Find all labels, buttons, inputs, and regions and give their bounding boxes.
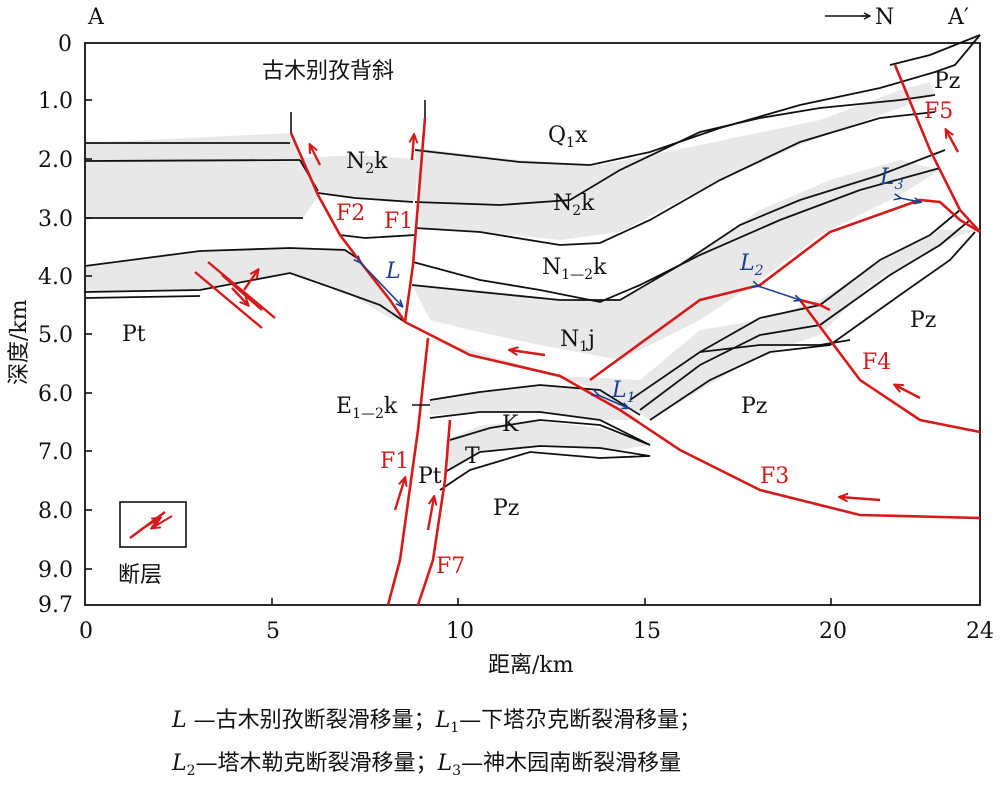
stratum-bands [85, 82, 980, 472]
fault-f3 [404, 320, 981, 520]
fault-f5 [893, 64, 981, 233]
anticline-label: 古木别孜背斜 [262, 59, 394, 84]
section-end-label: A′ [947, 5, 969, 30]
fault-f1-upper [403, 117, 427, 323]
y-tick-8: 8.0 [38, 499, 73, 524]
fault-label-f5: F5 [924, 99, 953, 124]
caption-line-1: L —古木别孜断裂滑移量；L1—下塔尕克断裂滑移量； [171, 708, 701, 736]
y-tick-2: 2.0 [38, 148, 73, 173]
fault-f4-lower [798, 299, 981, 434]
fault-label-f2: F2 [336, 201, 365, 226]
label-q1x: Q1x [548, 123, 588, 151]
fault-f7 [416, 419, 452, 606]
x-tick-3: 15 [633, 619, 661, 644]
fault-label-f7: F7 [436, 554, 465, 579]
axis-ticks [85, 99, 832, 605]
slip-label-l2: L2 [739, 251, 764, 279]
y-tick-7: 7.0 [38, 440, 73, 465]
caption-line-2: L2—塔木勒克断裂滑移量；L3—神木园南断裂滑移量 [171, 751, 681, 779]
legend-label: 断层 [118, 563, 162, 588]
fault-f1-lower [386, 337, 430, 606]
fault-f4-segment [799, 298, 831, 312]
fault-label-f1-upper: F1 [384, 209, 413, 234]
slip-measures [360, 198, 920, 408]
band-n2k-center [415, 82, 935, 240]
x-tick-5: 24 [966, 619, 994, 644]
label-pz-top-right: Pz [934, 69, 960, 94]
label-n2k-left: N2k [346, 149, 388, 177]
band-n2k-left-2 [85, 155, 418, 218]
label-pz-right: Pz [910, 308, 936, 333]
y-tick-1: 1.0 [38, 89, 73, 114]
label-pz-bottom: Pz [493, 496, 519, 521]
small-faults [194, 261, 276, 329]
fault-f4 [589, 198, 981, 382]
slip-label-l1: L1 [611, 378, 636, 406]
band-n12k-left [85, 248, 405, 322]
x-tick-2: 10 [446, 619, 474, 644]
label-pt-left: Pt [122, 322, 146, 347]
x-tick-0: 0 [79, 619, 93, 644]
label-e12k: E1—2k [336, 394, 398, 422]
north-label: N [875, 5, 894, 30]
label-n1j: N1j [560, 327, 595, 355]
label-n12k: N1—2k [542, 255, 607, 283]
anticline-axis-marks [290, 100, 430, 406]
y-tick-9: 9.0 [38, 558, 73, 583]
x-tick-4: 20 [819, 619, 847, 644]
fault-label-f4: F4 [862, 350, 891, 375]
fault-label-f1-lower: F1 [380, 449, 409, 474]
y-axis-title: 深度/km [7, 299, 32, 385]
band-n1j-deep [428, 230, 980, 420]
y-tick-0: 0 [58, 32, 72, 57]
x-tick-1: 5 [266, 619, 280, 644]
y-tick-10: 9.7 [38, 593, 73, 618]
label-pz-center: Pz [741, 394, 767, 419]
fault-label-f3: F3 [760, 464, 789, 489]
plot-frame [84, 42, 981, 606]
slip-arrows [231, 130, 960, 531]
label-pt-mid: Pt [418, 464, 442, 489]
slip-label-l3: L3 [879, 165, 904, 193]
label-t: T [465, 444, 480, 469]
band-n2k-left [85, 133, 300, 161]
label-k: K [502, 412, 519, 437]
legend [119, 501, 187, 548]
y-tick-4: 4.0 [38, 265, 73, 290]
y-tick-5: 5.0 [38, 323, 73, 348]
x-axis-title: 距离/km [488, 653, 574, 678]
slip-label-l: L [385, 259, 401, 284]
section-start-label: A [87, 5, 105, 30]
y-tick-3: 3.0 [38, 207, 73, 232]
horizon-lines [84, 34, 981, 491]
label-n2k-center: N2k [553, 191, 595, 219]
y-tick-6: 6.0 [38, 382, 73, 407]
